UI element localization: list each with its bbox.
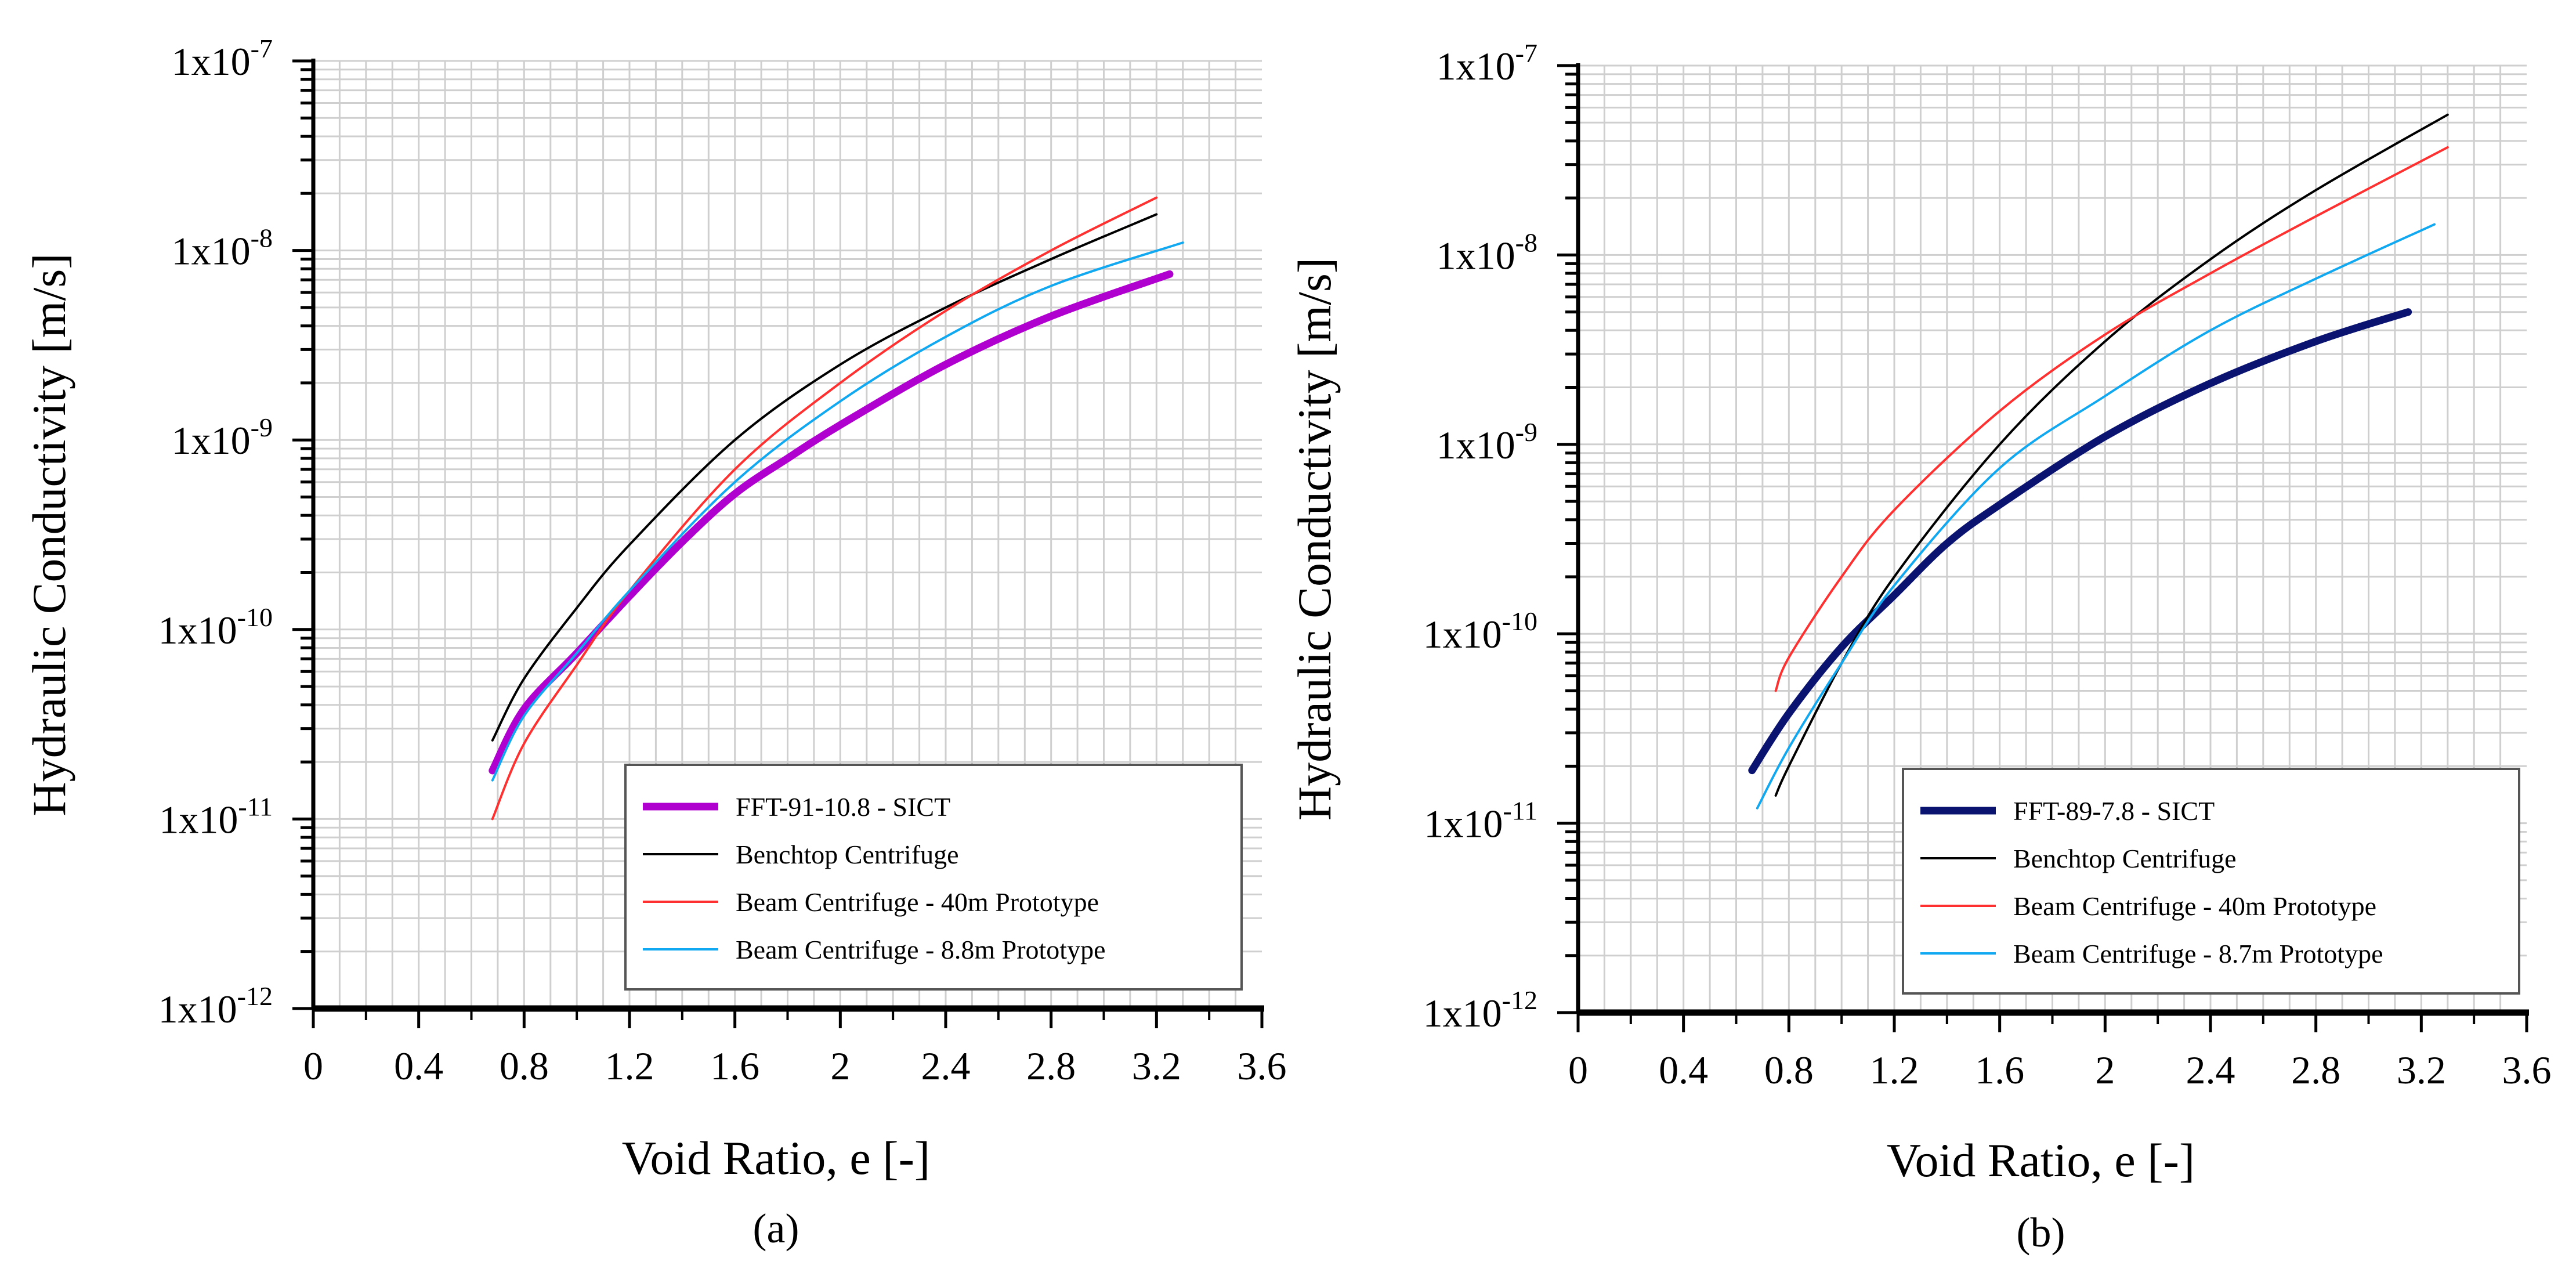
series-line-2: [1774, 113, 2449, 797]
x-tick-label: 0: [1568, 1048, 1588, 1092]
y-tick-label: 1x10-7: [172, 34, 273, 84]
x-tick-label: 0.8: [500, 1044, 549, 1088]
y-axis-label: Hydraulic Conductivity [m/s]: [1288, 258, 1341, 821]
y-axis-label: Hydraulic Conductivity [m/s]: [23, 253, 75, 816]
x-tick-label: 0: [303, 1044, 323, 1088]
panel-caption: (b): [2017, 1209, 2065, 1256]
y-tick-label: 1x10-9: [1437, 417, 1537, 467]
x-tick-label: 1.2: [1870, 1048, 1919, 1092]
legend-label: Beam Centrifuge - 40m Prototype: [2013, 891, 2376, 921]
series-group: [489, 196, 1184, 821]
x-tick-label: 2: [830, 1044, 850, 1088]
legend-box: [624, 764, 1243, 991]
series-line-3: [491, 196, 1158, 821]
x-axis-label: Void Ratio, e [-]: [1887, 1134, 2195, 1187]
x-tick-label: 2.8: [1026, 1044, 1076, 1088]
series-line-4: [1756, 223, 2436, 809]
x-tick-label: 2: [2095, 1048, 2115, 1092]
legend-label: Beam Centrifuge - 40m Prototype: [736, 887, 1099, 917]
x-tick-label: 0.8: [1764, 1048, 1814, 1092]
panel-caption: (a): [753, 1205, 799, 1252]
y-tick-label: 1x10-10: [158, 602, 273, 652]
x-tick-label: 1.2: [605, 1044, 654, 1088]
series-line-3: [1774, 146, 2449, 692]
x-tick-label: 1.6: [1975, 1048, 2024, 1092]
y-tick-label: 1x10-11: [159, 792, 273, 841]
y-tick-label: 1x10-8: [1437, 227, 1537, 277]
x-tick-label: 3.2: [1132, 1044, 1181, 1088]
legend-label: FFT-91-10.8 - SICT: [736, 792, 950, 822]
y-tick-label: 1x10-12: [1423, 985, 1537, 1035]
y-tick-label: 1x10-12: [158, 981, 273, 1031]
y-tick-label: 1x10-8: [172, 223, 273, 273]
legend-label: Benchtop Centrifuge: [2013, 844, 2237, 873]
chart-a: 0 0.4 0.8 1.2 1.6 2 2.4 2.8 3.2 3.6 1x10-12 1x10-11…: [23, 34, 1287, 1252]
legend-label: Beam Centrifuge - 8.8m Prototype: [736, 935, 1106, 964]
series-group: [1748, 113, 2449, 809]
series-line-4: [491, 241, 1184, 782]
chart-b: 0 0.4 0.8 1.2 1.6 2 2.4 2.8 3.2 3.6 1x10-12 1x10-11…: [1288, 38, 2552, 1256]
y-axis-ticks: [292, 59, 313, 1010]
x-tick-label: 2.4: [2186, 1048, 2235, 1092]
x-tick-label: 2.8: [2291, 1048, 2340, 1092]
y-tick-label: 1x10-11: [1424, 796, 1537, 846]
legend: FFT-89-7.8 - SICT Benchtop Centrifuge Beam…: [1902, 768, 2520, 995]
x-tick-label: 3.6: [2502, 1048, 2552, 1092]
legend-label: Benchtop Centrifuge: [736, 840, 959, 869]
legend-label: Beam Centrifuge - 8.7m Prototype: [2013, 939, 2383, 968]
x-tick-label: 1.6: [710, 1044, 759, 1088]
series-line-2: [491, 213, 1158, 742]
x-tick-label: 3.2: [2397, 1048, 2446, 1092]
y-tick-label: 1x10-7: [1437, 38, 1537, 88]
legend-box: [1902, 768, 2520, 995]
x-tick-label: 3.6: [1238, 1044, 1287, 1088]
x-tick-label: 0.4: [1659, 1048, 1708, 1092]
y-tick-label: 1x10-10: [1423, 606, 1537, 656]
x-tick-label: 2.4: [921, 1044, 971, 1088]
legend: FFT-91-10.8 - SICT Benchtop Centrifuge Bea…: [624, 764, 1243, 991]
y-axis-ticks: [1557, 64, 1578, 1014]
x-tick-label: 0.4: [394, 1044, 443, 1088]
series-line-1: [489, 270, 1174, 775]
x-axis-label: Void Ratio, e [-]: [622, 1132, 930, 1184]
series-line-1: [1748, 308, 2412, 775]
legend-label: FFT-89-7.8 - SICT: [2013, 796, 2215, 826]
y-tick-label: 1x10-9: [172, 413, 273, 462]
